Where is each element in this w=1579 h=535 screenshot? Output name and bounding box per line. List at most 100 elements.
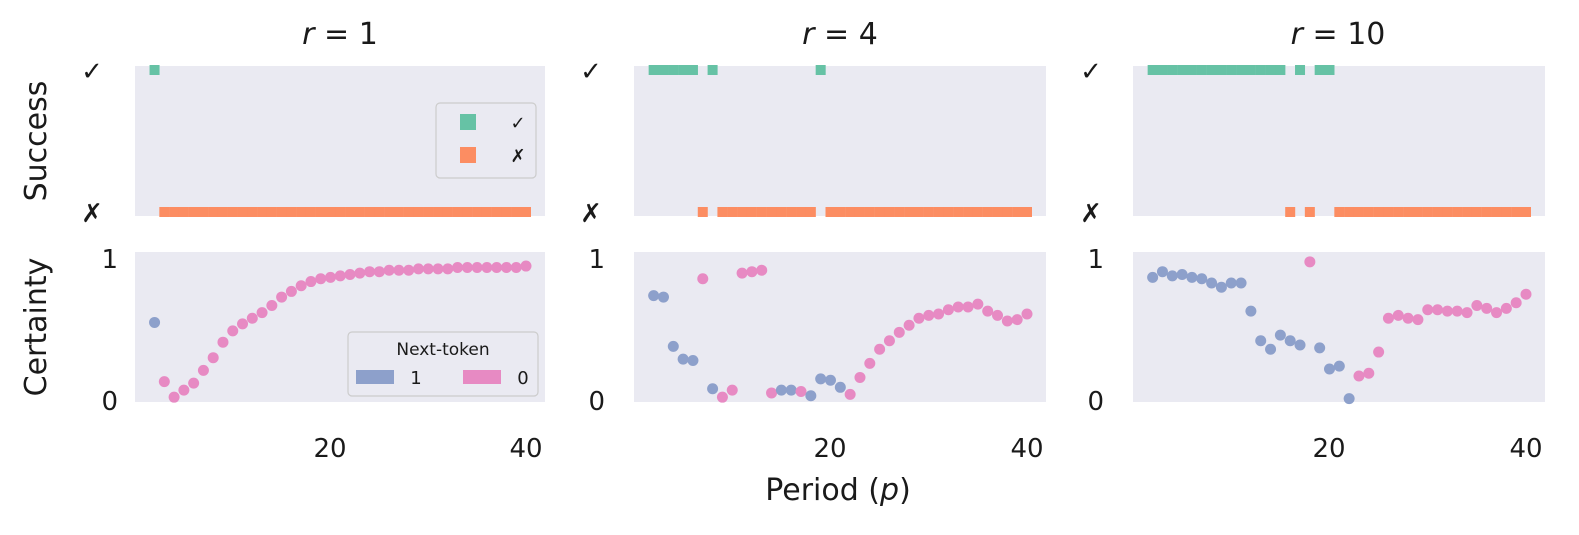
- success-marker: [786, 207, 797, 217]
- certainty-point: [1392, 309, 1404, 321]
- certainty-point: [1001, 315, 1013, 327]
- success-marker: [1383, 207, 1394, 217]
- certainty-markers-r10: [1147, 256, 1532, 405]
- success-marker: [972, 207, 983, 217]
- certainty-point: [923, 309, 935, 321]
- x-axis-label: Period (p): [765, 473, 911, 508]
- y-tick-0-r1: 0: [101, 387, 118, 417]
- legend-fail-swatch: [460, 147, 476, 163]
- success-marker: [354, 207, 365, 217]
- certainty-point: [432, 263, 444, 275]
- certainty-point: [1215, 281, 1227, 293]
- certainty-point: [481, 261, 493, 273]
- certainty-point: [992, 309, 1004, 321]
- success-marker: [472, 207, 483, 217]
- success-marker: [756, 207, 767, 217]
- certainty-point: [1402, 312, 1414, 324]
- success-marker: [1314, 65, 1325, 75]
- certainty-point: [1510, 297, 1522, 309]
- certainty-point: [1324, 363, 1335, 375]
- success-marker: [1353, 207, 1364, 217]
- certainty-markers-r4: [648, 264, 1033, 403]
- certainty-point: [972, 298, 984, 310]
- certainty-point: [1471, 300, 1483, 312]
- success-marker: [149, 65, 160, 75]
- certainty-point: [982, 305, 994, 317]
- success-marker: [452, 207, 463, 217]
- certainty-point: [1481, 302, 1493, 314]
- certainty-point: [785, 384, 797, 396]
- certainty-point: [237, 318, 249, 330]
- success-marker: [668, 65, 679, 75]
- certainty-point: [952, 301, 964, 313]
- y-tick-cross-r10: ✗: [1080, 199, 1102, 229]
- success-marker: [1265, 65, 1276, 75]
- certainty-point: [864, 357, 876, 369]
- certainty-point: [393, 264, 405, 276]
- panel-column-r1: r = 1 Success Certainty ✓ ✗ 1 0 20 40 ✓ …: [19, 17, 545, 464]
- x-tick-20-r4: 20: [813, 434, 846, 464]
- success-marker: [511, 207, 522, 217]
- certainty-point: [1382, 312, 1394, 324]
- success-marker: [1393, 207, 1404, 217]
- certainty-point: [188, 377, 200, 389]
- certainty-point: [687, 355, 699, 367]
- certainty-point: [266, 300, 278, 312]
- certainty-point: [207, 352, 219, 364]
- certainty-point: [383, 264, 395, 276]
- success-marker: [1147, 65, 1158, 75]
- success-marker: [845, 207, 856, 217]
- certainty-point: [1235, 277, 1247, 289]
- certainty-point: [217, 336, 229, 348]
- certainty-point: [364, 266, 376, 278]
- success-marker: [217, 207, 228, 217]
- certainty-point: [815, 373, 827, 385]
- success-marker: [364, 207, 375, 217]
- certainty-point: [1304, 256, 1316, 268]
- legend-token-1-swatch: [356, 370, 394, 384]
- success-marker: [1324, 65, 1335, 75]
- y-tick-1-r1: 1: [101, 245, 118, 275]
- certainty-point: [1206, 277, 1218, 289]
- success-marker: [1245, 65, 1256, 75]
- success-plot-area-r10: [1133, 66, 1545, 216]
- success-marker: [1167, 65, 1178, 75]
- success-marker: [1216, 65, 1227, 75]
- legend-fail-label: ✗: [510, 146, 525, 167]
- certainty-point: [1461, 307, 1473, 319]
- certainty-point: [422, 263, 434, 275]
- success-marker: [159, 207, 170, 217]
- certainty-point: [1245, 305, 1257, 317]
- success-marker: [266, 207, 277, 217]
- certainty-point: [1373, 346, 1385, 358]
- success-marker: [1177, 65, 1188, 75]
- legend-token-0-label: 0: [517, 368, 528, 389]
- y-tick-0-r4: 0: [588, 387, 605, 417]
- certainty-point: [1294, 339, 1306, 351]
- certainty-point: [677, 353, 689, 365]
- success-marker: [1521, 207, 1531, 217]
- success-marker: [481, 207, 492, 217]
- y-tick-cross-r4: ✗: [580, 199, 602, 229]
- success-marker: [1196, 65, 1207, 75]
- success-marker: [227, 207, 238, 217]
- certainty-point: [1451, 305, 1463, 317]
- certainty-point: [344, 269, 356, 281]
- y-axis-label-success: Success: [19, 81, 54, 202]
- panel-column-r10: r = 10 ✓ ✗ 1 0 20 40: [1080, 17, 1545, 464]
- x-tick-40-r1: 40: [509, 434, 542, 464]
- y-tick-cross-r1: ✗: [81, 199, 103, 229]
- success-marker: [982, 207, 993, 217]
- certainty-point: [412, 263, 424, 275]
- certainty-point: [844, 388, 856, 400]
- success-marker: [1432, 207, 1443, 217]
- certainty-point: [178, 384, 190, 396]
- success-marker: [992, 207, 1003, 217]
- certainty-point: [305, 276, 317, 288]
- success-marker: [678, 65, 689, 75]
- success-marker: [462, 207, 473, 217]
- certainty-point: [168, 391, 180, 403]
- success-marker: [257, 207, 268, 217]
- certainty-point: [1520, 288, 1532, 300]
